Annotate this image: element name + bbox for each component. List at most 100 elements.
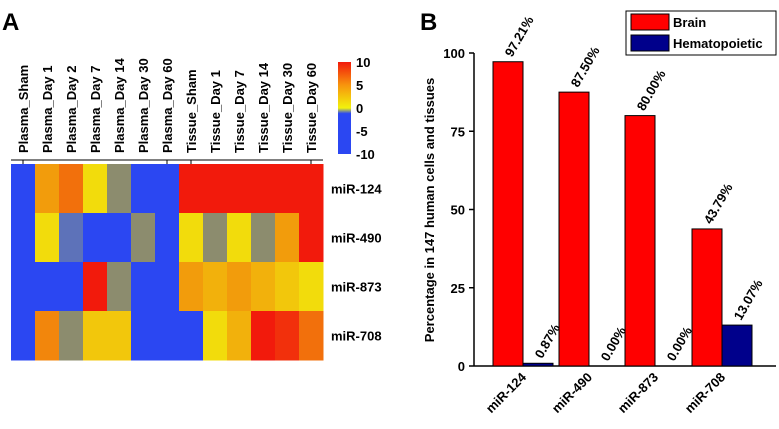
bar-chart-legend: Brain Hematopoietic [625,10,777,56]
heatmap-cell-mir-124-plasma-day-1 [35,164,60,214]
y-tick-label: 50 [451,203,465,218]
heatmap-cell-mir-490-plasma-day-14 [107,213,132,263]
heatmap-cell-mir-873-plasma-day-2 [59,262,84,312]
bar-brain-mir-873 [624,115,656,367]
heatmap-cell-mir-124-tissue-day-60 [299,164,324,214]
heatmap-cell-mir-490-plasma-sham [11,213,36,263]
heatmap-cell-mir-490-plasma-day-1 [35,213,60,263]
y-tick-label: 0 [458,359,465,374]
y-tick-label: 100 [443,46,465,61]
heatmap-cell-mir-873-plasma-day-7 [83,262,108,312]
heatmap-cell-mir-490-tissue-sham [179,213,204,263]
legend-swatch-hematopoietic [630,34,670,52]
heatmap-column-label: Plasma_Day 60 [160,58,175,153]
heatmap-column-label: Tissue_Day 60 [304,63,319,153]
bar-brain-mir-490 [558,91,590,367]
heatmap-row-label: miR-490 [331,231,382,246]
legend-swatch-brain [630,13,670,31]
x-tick-label-mir-708: miR-708 [682,370,728,416]
heatmap-cell-mir-708-tissue-day-14 [251,311,276,361]
heatmap-cell-mir-124-tissue-day-1 [203,164,228,214]
bar-brain-mir-124 [492,61,524,367]
heatmap-cell-mir-124-plasma-sham [11,164,36,214]
heatmap-cell-mir-873-tissue-day-60 [299,262,324,312]
colorbar-tick-label: -5 [356,124,368,139]
data-label-hematopoietic-mir-873: 0.00% [664,324,696,364]
heatmap-cell-mir-708-plasma-sham [11,311,36,361]
colorbar-tick-label: 0 [356,101,363,116]
heatmap-column-label: Plasma_Day 14 [112,58,127,153]
bar-chart-bars [492,61,753,367]
bar-hematopoietic-mir-708 [721,324,753,367]
heatmap-column-label: Tissue_Day 7 [232,70,247,153]
heatmap-cell-mir-873-plasma-day-30 [131,262,156,312]
heatmap-cell-mir-490-plasma-day-30 [131,213,156,263]
heatmap-cell-mir-124-tissue-day-7 [227,164,252,214]
x-tick-label-mir-124: miR-124 [483,369,530,416]
bar-brain-mir-708 [691,228,723,367]
heatmap-column-label: Plasma_Day 30 [136,58,151,153]
bar-hematopoietic-mir-124 [522,362,554,367]
panel-b-label: B [420,9,437,36]
heatmap-cell-mir-708-tissue-day-1 [203,311,228,361]
colorbar-tick-label: -10 [356,147,375,162]
data-label-brain-mir-490: 87.50% [568,44,603,90]
heatmap-cell-mir-124-plasma-day-2 [59,164,84,214]
heatmap-row-label: miR-708 [331,329,382,344]
data-label-hematopoietic-mir-708: 13.07% [731,277,766,323]
heatmap-cell-mir-873-tissue-day-7 [227,262,252,312]
heatmap-cell-mir-124-plasma-day-7 [83,164,108,214]
heatmap-cell-mir-124-plasma-day-14 [107,164,132,214]
heatmap-cell-mir-490-tissue-day-1 [203,213,228,263]
colorbar [338,62,351,154]
heatmap-cell-mir-708-tissue-day-30 [275,311,300,361]
heatmap-column-label: Tissue_Day 14 [256,62,271,153]
heatmap-column-label: Plasma_Day 7 [88,66,103,153]
bar-chart-y-label: Percentage in 147 human cells and tissue… [422,78,437,342]
heatmap-row-label: miR-873 [331,280,382,295]
heatmap-row-label: miR-124 [331,182,382,197]
y-tick-label: 75 [451,124,465,139]
heatmap-cell-mir-124-tissue-sham [179,164,204,214]
heatmap-cell-mir-873-plasma-day-60 [155,262,180,312]
heatmap-cell-mir-708-plasma-day-2 [59,311,84,361]
heatmap-cell-mir-490-tissue-day-7 [227,213,252,263]
heatmap-cell-mir-873-plasma-day-1 [35,262,60,312]
heatmap-cell-mir-490-plasma-day-7 [83,213,108,263]
colorbar-tick-labels: 10 5 0 -5 -10 [356,55,375,162]
bar-chart-x-tick-labels: miR-124 miR-490 miR-873 miR-708 [483,369,728,416]
panel-a-label: A [2,9,19,36]
heatmap-cell-mir-708-tissue-sham [179,311,204,361]
x-tick-label-mir-873: miR-873 [615,370,661,416]
colorbar-tick-label: 10 [356,55,370,70]
heatmap-cell-mir-124-tissue-day-30 [275,164,300,214]
heatmap-column-labels: Plasma_Sham Plasma_Day 1 Plasma_Day 2 Plasm… [16,58,319,153]
data-label-brain-mir-873: 80.00% [634,67,669,113]
heatmap-cell-mir-708-plasma-day-14 [107,311,132,361]
heatmap-cell-mir-490-plasma-day-2 [59,213,84,263]
heatmap-column-label: Tissue_Day 1 [208,70,223,153]
heatmap-cell-mir-490-tissue-day-60 [299,213,324,263]
heatmap-dendrogram [11,159,323,164]
heatmap-cell-mir-708-plasma-day-30 [131,311,156,361]
heatmap-cell-mir-124-tissue-day-14 [251,164,276,214]
x-tick-label-mir-490: miR-490 [549,370,595,416]
heatmap-column-label: Plasma_Sham [16,65,31,153]
heatmap-column-label: Plasma_Day 1 [40,66,55,153]
heatmap-cell-mir-124-plasma-day-30 [131,164,156,214]
heatmap-cell-mir-708-plasma-day-60 [155,311,180,361]
heatmap-column-label: Tissue_Sham [184,69,199,153]
heatmap-cell-mir-873-tissue-day-1 [203,262,228,312]
heatmap-cell-mir-708-plasma-day-1 [35,311,60,361]
heatmap-cell-mir-708-tissue-day-7 [227,311,252,361]
heatmap-row-labels: miR-124 miR-490 miR-873 miR-708 [331,182,382,344]
data-label-brain-mir-124: 97.21% [502,13,537,59]
y-tick-label: 25 [451,281,465,296]
heatmap-cell-mir-873-plasma-day-14 [107,262,132,312]
heatmap-column-label: Tissue_Day 30 [280,63,295,153]
heatmap-cell-mir-490-tissue-day-30 [275,213,300,263]
legend-label-hematopoietic: Hematopoietic [673,36,763,51]
heatmap-cell-mir-873-tissue-sham [179,262,204,312]
heatmap-cells [11,164,324,361]
